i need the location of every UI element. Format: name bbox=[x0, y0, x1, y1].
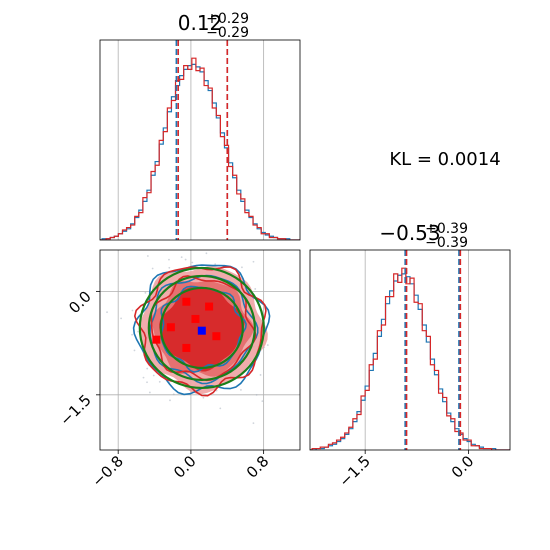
joint-sample-point bbox=[131, 333, 133, 336]
hist-param2-frame bbox=[309, 249, 511, 451]
joint-contour-green-mid bbox=[147, 274, 256, 382]
joint-sample-point bbox=[144, 291, 147, 294]
joint-marker-red bbox=[166, 323, 175, 332]
joint-sample-point bbox=[120, 317, 123, 320]
joint-sample-point bbox=[169, 399, 171, 402]
joint-sample-point bbox=[259, 374, 262, 376]
joint-sample-point bbox=[146, 255, 149, 257]
joint-x-tick-label: 0.8 bbox=[243, 452, 273, 482]
joint-sample-point bbox=[62, 368, 64, 370]
joint-sample-point bbox=[168, 266, 171, 269]
hist-param1-panel: 0.12 +0.29 −0.29 bbox=[99, 11, 301, 241]
param1-hist-blue bbox=[100, 63, 300, 240]
joint-contour-green-inner bbox=[159, 286, 244, 370]
joint-sample-point bbox=[254, 288, 257, 290]
joint-x-ticks: −0.8 0.0 0.8 bbox=[89, 450, 273, 491]
joint-sample-point bbox=[152, 374, 155, 377]
joint-x-tick-label: −0.8 bbox=[89, 452, 127, 490]
joint-marker-red bbox=[182, 297, 191, 306]
joint-sample-point bbox=[137, 330, 139, 333]
hist-param2-grid bbox=[364, 250, 470, 450]
joint-sample-point bbox=[148, 391, 151, 394]
param2-hist-blue bbox=[310, 273, 510, 450]
joint-sample-point bbox=[240, 389, 242, 391]
joint-sample-point bbox=[180, 256, 183, 259]
joint-sample-point bbox=[219, 407, 222, 410]
hist-param2-title: −0.53 bbox=[379, 221, 440, 245]
joint-sample-point bbox=[158, 380, 161, 383]
joint-sample-point bbox=[106, 311, 108, 314]
joint-sample-point bbox=[252, 260, 255, 263]
joint-sample-point bbox=[146, 381, 148, 384]
joint-contour-green-outer bbox=[138, 266, 265, 390]
joint-sample-point bbox=[310, 327, 312, 329]
joint-sample-point bbox=[241, 266, 243, 269]
joint-contour-blue-mid bbox=[149, 274, 259, 385]
param2-x-tick-label: 0.0 bbox=[448, 452, 478, 482]
joint-sample-point bbox=[172, 393, 175, 396]
joint-sample-point bbox=[146, 367, 149, 370]
joint-sample-point bbox=[205, 252, 208, 255]
joint-sample-point bbox=[131, 309, 134, 312]
joint-marker-red bbox=[212, 332, 221, 341]
joint-sample-point bbox=[255, 393, 258, 396]
hist-param1-title: 0.12 bbox=[178, 11, 223, 35]
hist-param2-panel: −0.53 +0.39 −0.39 −1.5 0.0 bbox=[309, 221, 511, 491]
joint-marker-blue bbox=[197, 326, 206, 335]
joint-plot bbox=[62, 183, 312, 425]
kl-annotation: KL = 0.0014 bbox=[389, 149, 500, 170]
joint-sample-point bbox=[142, 376, 145, 379]
joint-frame bbox=[99, 249, 301, 451]
hist-param2-title-minus: −0.39 bbox=[425, 235, 468, 251]
joint-sample-point bbox=[133, 349, 136, 352]
joint-sample-point bbox=[202, 396, 205, 399]
param2-x-tick-label: −1.5 bbox=[336, 452, 374, 490]
hist-param1-title-plus: +0.29 bbox=[206, 11, 249, 27]
hist-param1-grid bbox=[117, 40, 265, 240]
hist-param1-plot bbox=[100, 40, 300, 240]
joint-marker-red bbox=[191, 314, 200, 323]
joint-sample-point bbox=[214, 263, 217, 266]
joint-contour-red-mid bbox=[150, 275, 257, 382]
joint-x-tick-label: 0.0 bbox=[170, 452, 200, 482]
joint-marker-red bbox=[152, 335, 161, 344]
hist-param2-plot bbox=[310, 250, 510, 450]
joint-y-tick-label: 0.0 bbox=[65, 287, 95, 317]
joint-marker-red bbox=[205, 302, 214, 311]
joint-sample-point bbox=[191, 261, 194, 264]
param2-hist-red bbox=[310, 267, 510, 450]
hist-param1-title-minus: −0.29 bbox=[206, 25, 249, 41]
joint-sample-point bbox=[252, 422, 255, 425]
joint-y-tick-label: −1.5 bbox=[56, 391, 94, 429]
joint-panel: −0.8 0.0 0.8 0.0 −1.5 bbox=[56, 183, 312, 491]
hist-param2-x-ticks: −1.5 0.0 bbox=[336, 450, 478, 491]
joint-sample-point bbox=[151, 267, 154, 270]
hist-param1-frame bbox=[99, 39, 301, 241]
joint-sample-point bbox=[261, 400, 264, 403]
joint-sample-point bbox=[266, 344, 269, 346]
joint-marker-red bbox=[182, 343, 191, 352]
joint-sample-point bbox=[168, 258, 170, 261]
hist-param2-title-plus: +0.39 bbox=[425, 221, 468, 237]
joint-sample-point bbox=[191, 183, 193, 185]
joint-sample-point bbox=[184, 258, 187, 261]
param1-hist-red bbox=[100, 57, 300, 240]
joint-y-ticks: 0.0 −1.5 bbox=[56, 287, 100, 429]
